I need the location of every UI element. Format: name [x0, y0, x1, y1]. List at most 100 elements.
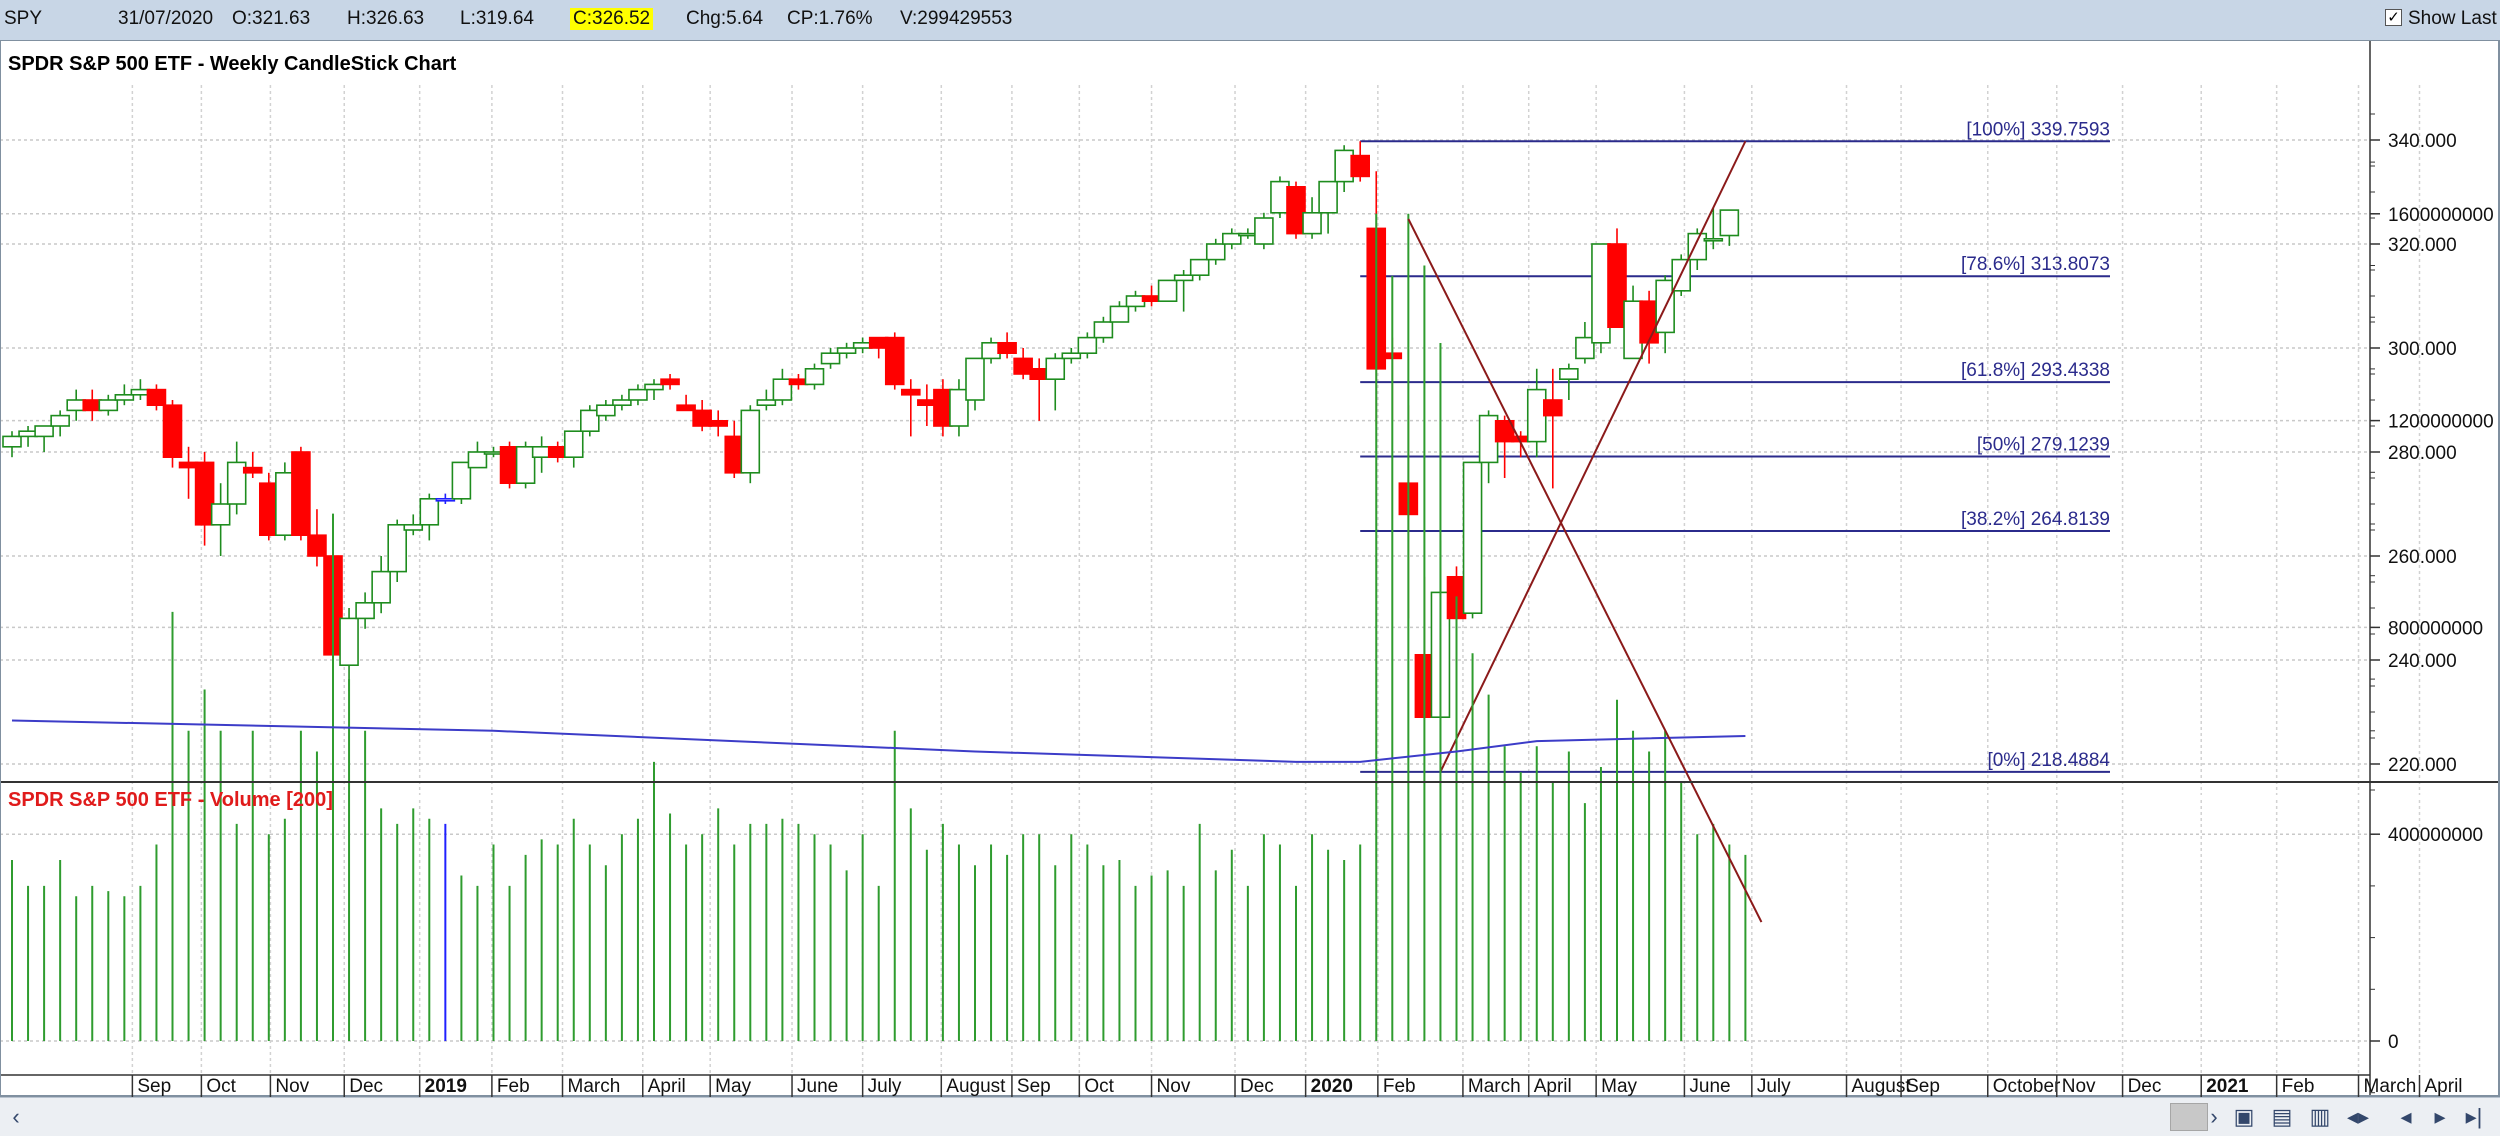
fibonacci-label: [78.6%] 313.8073 — [1961, 254, 2110, 275]
fibonacci-label: [38.2%] 264.8139 — [1961, 509, 2110, 530]
candle-body — [563, 430, 584, 459]
fibonacci-label: [61.8%] 293.4338 — [1961, 360, 2110, 381]
x-tick-label: March — [568, 1076, 621, 1097]
fibonacci-label: [50%] 279.1239 — [1977, 435, 2110, 456]
quote-bar: SPY 31/07/2020 O:321.63 H:326.63 L:319.6… — [0, 0, 2500, 41]
x-tick-label: Dec — [349, 1076, 383, 1097]
candle-body — [1205, 243, 1226, 261]
candle-body — [1703, 238, 1724, 242]
candle-body — [2, 435, 22, 448]
pan-both-icon[interactable]: ◂▸ — [2346, 1104, 2370, 1129]
candle-body — [1189, 258, 1210, 277]
candle-body — [435, 497, 456, 502]
x-tick-label: 2019 — [425, 1076, 467, 1097]
volume-tick-label: 1600000000 — [2388, 205, 2494, 226]
close-label: C:326.52 — [570, 8, 654, 30]
candle-body — [210, 503, 231, 526]
low-label: L:319.64 — [460, 8, 534, 29]
x-tick-label: June — [1689, 1076, 1730, 1097]
zoom-out-icon[interactable]: ▤ — [2271, 1104, 2293, 1129]
high-label: H:326.63 — [347, 8, 425, 29]
candle-body — [1350, 154, 1370, 178]
candle-body — [596, 404, 616, 417]
candle-body — [644, 383, 664, 391]
step-forward-icon[interactable]: ▸ — [2434, 1104, 2446, 1129]
candle-body — [307, 534, 327, 557]
candle-body — [1013, 357, 1033, 375]
x-tick-label: Dec — [2128, 1076, 2162, 1097]
grid — [0, 85, 2421, 1073]
price-tick-label: 260.000 — [2388, 547, 2457, 568]
candle-body — [451, 461, 472, 500]
bottom-scrollbar[interactable] — [0, 1097, 2500, 1136]
candle-body — [226, 461, 247, 505]
candle-body — [34, 425, 54, 438]
candle-body — [1222, 232, 1242, 245]
x-tick-label: 2021 — [2206, 1076, 2249, 1097]
volume-bars — [11, 213, 1747, 1041]
candle-body — [900, 388, 921, 396]
step-back-icon[interactable]: ◂ — [2400, 1104, 2412, 1129]
end-icon[interactable]: ▸| — [2465, 1104, 2483, 1129]
price-tick-label: 300.000 — [2388, 339, 2457, 360]
candle-body — [50, 414, 70, 427]
x-tick-label: May — [715, 1076, 751, 1097]
volume-ma-line — [11, 719, 1746, 763]
candle-body — [884, 336, 905, 386]
candle-body — [371, 570, 391, 604]
x-tick-label: Dec — [1240, 1076, 1274, 1097]
candle-body — [1302, 212, 1322, 235]
candle-body — [1077, 336, 1098, 355]
price-trendline — [1439, 140, 1747, 773]
show-last-checkbox[interactable]: ✓ — [2385, 9, 2402, 26]
candle-body — [660, 378, 680, 386]
x-tick-label: March — [2364, 1076, 2417, 1097]
x-tick-label: Oct — [1084, 1076, 1114, 1097]
chart-canvas[interactable]: [100%] 339.7593 [78.6%] 313.8073 [61.8%] 2… — [0, 40, 2500, 1097]
fibonacci-label: [100%] 339.7593 — [1966, 119, 2110, 140]
candle-body — [1462, 461, 1483, 614]
candle-body — [339, 617, 359, 667]
candle-body — [242, 466, 263, 474]
scroll-right-icon[interactable]: › — [2210, 1104, 2218, 1129]
candle-body — [1045, 357, 1066, 380]
x-tick-label: August — [1852, 1076, 1912, 1097]
volume-chart-title: SPDR S&P 500 ETF - Volume [200] — [8, 789, 333, 811]
chart-border — [0, 40, 2500, 1097]
open-label: O:321.63 — [232, 8, 311, 29]
volume-trendline — [1407, 218, 1763, 923]
candle-body — [997, 341, 1017, 354]
candle-body — [1093, 321, 1114, 339]
scroll-left-icon[interactable]: ‹ — [12, 1104, 20, 1129]
candle-body — [515, 445, 536, 484]
zoom-in-icon[interactable]: ▣ — [2233, 1104, 2255, 1129]
change-pct-label: CP:1.76% — [787, 8, 873, 29]
x-tick-label: Sep — [1017, 1076, 1051, 1097]
x-tick-label: April — [1534, 1076, 1572, 1097]
candle-body — [1061, 352, 1082, 360]
candle-body — [1494, 419, 1515, 443]
fit-icon[interactable]: ▥ — [2309, 1104, 2331, 1129]
price-tick-label: 240.000 — [2388, 651, 2457, 672]
candle-body — [772, 378, 793, 401]
candle-body — [1173, 274, 1194, 282]
x-tick-label: April — [648, 1076, 686, 1097]
candle-body — [387, 523, 408, 573]
candle-body — [419, 497, 440, 526]
volume-tick-label: 0 — [2388, 1032, 2399, 1053]
candle-body — [804, 367, 825, 386]
candle-body — [98, 399, 119, 412]
candle-body — [1719, 209, 1740, 237]
scroll-thumb[interactable] — [2170, 1103, 2208, 1131]
candle-body — [403, 523, 424, 531]
price-tick-label: 340.000 — [2388, 131, 2457, 152]
axes: 340.000 320.000 300.000 280.000 260.000 240.0… — [0, 40, 2500, 1097]
candle-body — [579, 409, 600, 432]
fibonacci-label: [0%] 218.4884 — [1987, 750, 2110, 771]
candle-body — [612, 399, 632, 406]
price-trendline — [1439, 140, 1747, 773]
x-tick-label: July — [1757, 1076, 1791, 1097]
volume-label: V:299429553 — [900, 8, 1013, 29]
candle-body — [965, 357, 985, 401]
x-tick-label: Sep — [1906, 1076, 1940, 1097]
